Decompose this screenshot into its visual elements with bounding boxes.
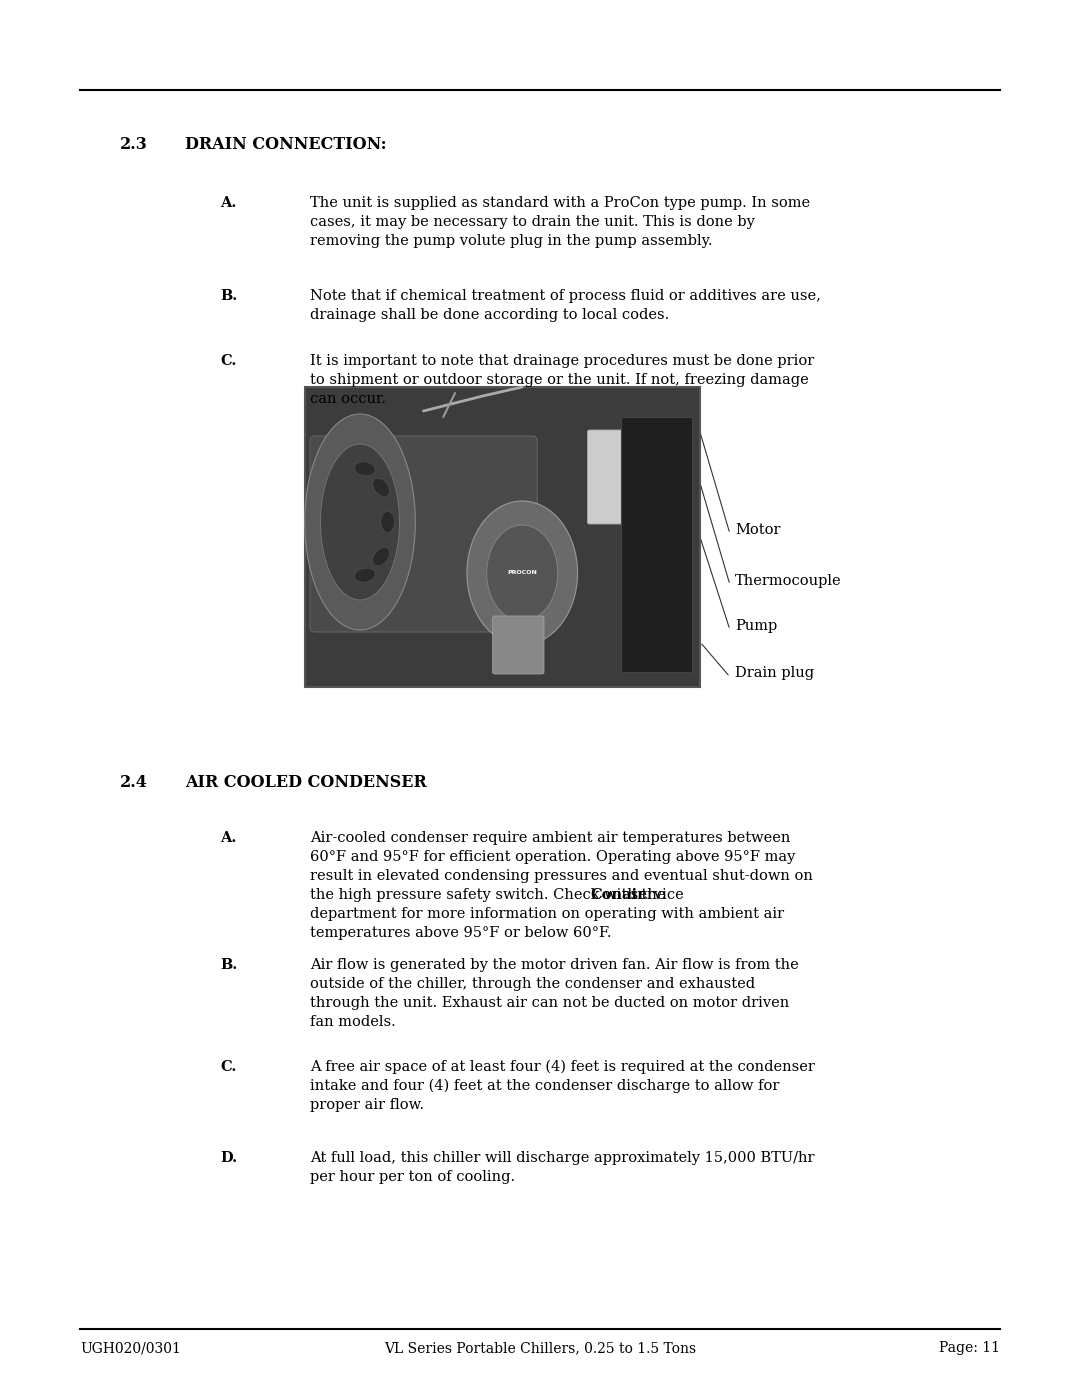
Text: cases, it may be necessary to drain the unit. This is done by: cases, it may be necessary to drain the … [310,215,755,229]
Text: result in elevated condensing pressures and eventual shut-down on: result in elevated condensing pressures … [310,869,813,883]
Text: VL Series Portable Chillers, 0.25 to 1.5 Tons: VL Series Portable Chillers, 0.25 to 1.5… [383,1341,697,1355]
Ellipse shape [354,569,375,583]
Text: The unit is supplied as standard with a ProCon type pump. In some: The unit is supplied as standard with a … [310,196,810,210]
Text: Page: 11: Page: 11 [939,1341,1000,1355]
Text: can occur.: can occur. [310,393,386,407]
Text: It is important to note that drainage procedures must be done prior: It is important to note that drainage pr… [310,353,814,367]
Text: drainage shall be done according to local codes.: drainage shall be done according to loca… [310,307,670,321]
Text: temperatures above 95°F or below 60°F.: temperatures above 95°F or below 60°F. [310,926,611,940]
Text: A free air space of at least four (4) feet is required at the condenser: A free air space of at least four (4) fe… [310,1059,815,1074]
Text: 2.4: 2.4 [120,774,148,791]
Text: B.: B. [220,289,238,303]
FancyBboxPatch shape [305,387,700,687]
Text: A.: A. [220,831,237,845]
FancyBboxPatch shape [492,616,544,673]
Ellipse shape [321,444,400,599]
Text: 2.3: 2.3 [120,136,148,154]
Text: At full load, this chiller will discharge approximately 15,000 BTU/hr: At full load, this chiller will discharg… [310,1151,814,1165]
Text: to shipment or outdoor storage or the unit. If not, freezing damage: to shipment or outdoor storage or the un… [310,373,809,387]
Ellipse shape [487,525,557,622]
FancyBboxPatch shape [588,430,623,524]
Ellipse shape [467,502,578,645]
Text: Air-cooled condenser require ambient air temperatures between: Air-cooled condenser require ambient air… [310,831,791,845]
FancyBboxPatch shape [621,416,692,672]
Ellipse shape [354,462,375,476]
Text: PROCON: PROCON [508,570,537,576]
FancyBboxPatch shape [310,436,537,631]
Text: D.: D. [220,1151,238,1165]
Text: C.: C. [220,1060,237,1074]
Ellipse shape [373,478,390,496]
Text: DRAIN CONNECTION:: DRAIN CONNECTION: [185,136,387,154]
Text: C.: C. [220,353,237,367]
Ellipse shape [305,414,416,630]
Text: Air flow is generated by the motor driven fan. Air flow is from the: Air flow is generated by the motor drive… [310,958,799,972]
Text: department for more information on operating with ambient air: department for more information on opera… [310,907,784,921]
Text: 60°F and 95°F for efficient operation. Operating above 95°F may: 60°F and 95°F for efficient operation. O… [310,849,795,863]
Text: Note that if chemical treatment of process fluid or additives are use,: Note that if chemical treatment of proce… [310,289,821,303]
Text: outside of the chiller, through the condenser and exhausted: outside of the chiller, through the cond… [310,977,755,990]
Text: Conair: Conair [591,888,646,902]
Text: B.: B. [220,958,238,972]
Text: the high pressure safety switch. Check with the: the high pressure safety switch. Check w… [310,888,670,902]
Text: removing the pump volute plug in the pump assembly.: removing the pump volute plug in the pum… [310,235,713,249]
Text: Thermocouple: Thermocouple [735,574,841,588]
Text: fan models.: fan models. [310,1016,395,1030]
Text: service: service [626,888,684,902]
Text: Motor: Motor [735,522,781,536]
Text: proper air flow.: proper air flow. [310,1098,424,1112]
Text: A.: A. [220,196,237,210]
Text: AIR COOLED CONDENSER: AIR COOLED CONDENSER [185,774,427,791]
Ellipse shape [381,511,394,532]
Text: per hour per ton of cooling.: per hour per ton of cooling. [310,1171,515,1185]
Ellipse shape [373,548,390,566]
Text: through the unit. Exhaust air can not be ducted on motor driven: through the unit. Exhaust air can not be… [310,996,789,1010]
Text: Drain plug: Drain plug [735,666,814,680]
Text: UGH020/0301: UGH020/0301 [80,1341,180,1355]
Text: Pump: Pump [735,619,778,633]
Text: intake and four (4) feet at the condenser discharge to allow for: intake and four (4) feet at the condense… [310,1078,780,1092]
